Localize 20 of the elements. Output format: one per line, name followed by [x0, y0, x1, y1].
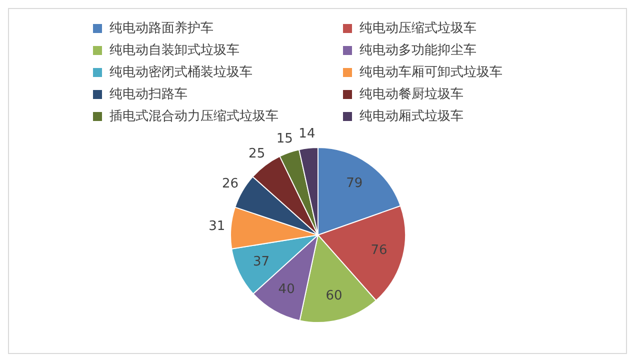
- data-label: 31: [208, 219, 225, 234]
- legend-label: 纯电动密闭式桶装垃圾车: [110, 64, 252, 81]
- legend-label: 纯电动自装卸式垃圾车: [110, 42, 240, 59]
- data-label: 76: [370, 243, 387, 258]
- legend-label: 纯电动厢式垃圾车: [360, 108, 464, 125]
- legend-label: 纯电动餐厨垃圾车: [360, 86, 464, 103]
- legend-label: 纯电动路面养护车: [110, 20, 214, 37]
- legend-label: 纯电动压缩式垃圾车: [360, 20, 476, 37]
- legend-label: 插电式混合动力压缩式垃圾车: [110, 108, 278, 125]
- data-label: 25: [248, 146, 265, 162]
- data-label: 14: [298, 126, 315, 142]
- data-label: 26: [221, 176, 238, 192]
- legend-label: 纯电动车厢可卸式垃圾车: [360, 64, 502, 81]
- legend-label: 纯电动扫路车: [110, 86, 188, 103]
- data-label: 60: [325, 288, 342, 304]
- legend-label: 纯电动多功能抑尘车: [360, 42, 476, 59]
- data-label: 15: [276, 132, 292, 147]
- data-label: 79: [346, 176, 362, 191]
- data-label: 40: [278, 282, 294, 297]
- data-label: 37: [252, 254, 269, 270]
